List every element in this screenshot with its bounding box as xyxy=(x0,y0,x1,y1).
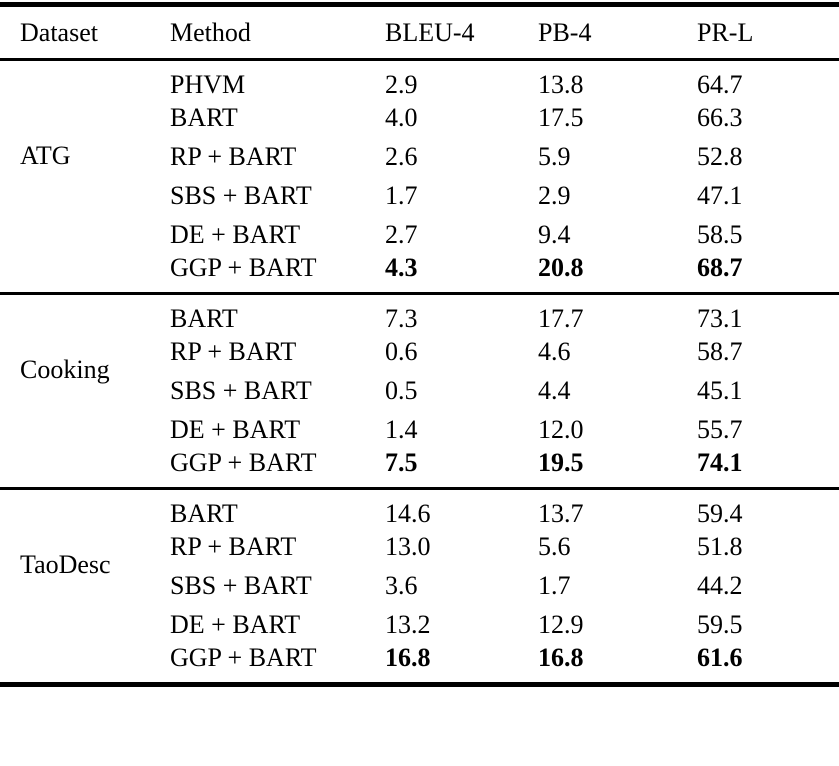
pb4-value: 1.7 xyxy=(538,571,571,600)
table-row: RP + BART 0.6 4.6 58.7 xyxy=(0,333,839,372)
dataset-group-taodesc: TaoDesc BART 14.6 13.7 59.4 RP + BART 13.0 5.6 5… xyxy=(0,489,839,685)
dataset-group-cooking: Cooking BART 7.3 17.7 73.1 RP + BART 0.6 4.6 58.… xyxy=(0,294,839,489)
table-row: GGP + BART 4.3 20.8 68.7 xyxy=(0,255,839,294)
prl-value: 45.1 xyxy=(697,376,743,405)
pb4-value: 5.9 xyxy=(538,142,571,171)
table-row: ATG PHVM 2.9 13.8 64.7 xyxy=(0,60,839,168)
table-row: DE + BART 1.4 12.0 55.7 xyxy=(0,411,839,450)
prl-value: 58.5 xyxy=(697,220,743,249)
prl-value: 51.8 xyxy=(697,532,743,561)
pb4-value: 4.6 xyxy=(538,337,571,366)
method-cell: GGP + BART xyxy=(170,449,317,477)
table-row: Cooking BART 7.3 17.7 73.1 xyxy=(0,294,839,383)
pb4-value: 13.7 xyxy=(538,499,584,528)
method-cell: GGP + BART xyxy=(170,254,317,282)
bleu4-value: 16.8 xyxy=(385,644,431,672)
pb4-value: 20.8 xyxy=(538,254,584,282)
method-cell: RP + BART xyxy=(170,337,297,366)
bleu4-value: 7.3 xyxy=(385,304,418,333)
table-header: Dataset Method BLEU-4 PB-4 PR-L xyxy=(0,5,839,60)
bleu4-value: 2.6 xyxy=(385,142,418,171)
prl-value: 73.1 xyxy=(697,304,743,333)
column-header-dataset: Dataset xyxy=(20,17,98,47)
dataset-label: TaoDesc xyxy=(20,549,111,579)
table-row: RP + BART 13.0 5.6 51.8 xyxy=(0,528,839,567)
pb4-value: 19.5 xyxy=(538,449,584,477)
pb4-value: 17.7 xyxy=(538,304,584,333)
table-row: SBS + BART 3.6 1.7 44.2 xyxy=(0,567,839,606)
column-header-prl: PR-L xyxy=(697,17,754,47)
pb4-value: 17.5 xyxy=(538,103,584,132)
prl-value: 47.1 xyxy=(697,181,743,210)
table-row: BART 4.0 17.5 66.3 xyxy=(0,99,839,138)
prl-value: 55.7 xyxy=(697,415,743,444)
prl-value: 66.3 xyxy=(697,103,743,132)
table-row: GGP + BART 7.5 19.5 74.1 xyxy=(0,450,839,489)
prl-value: 74.1 xyxy=(697,449,743,477)
method-cell: DE + BART xyxy=(170,415,301,444)
method-cell: SBS + BART xyxy=(170,571,312,600)
method-cell: DE + BART xyxy=(170,220,301,249)
bleu4-value: 13.0 xyxy=(385,532,431,561)
bleu4-value: 4.0 xyxy=(385,103,418,132)
pb4-value: 13.8 xyxy=(538,70,584,99)
column-header-pb4: PB-4 xyxy=(538,17,592,47)
pb4-value: 12.9 xyxy=(538,610,584,639)
table-row: RP + BART 2.6 5.9 52.8 xyxy=(0,138,839,177)
method-cell: BART xyxy=(170,499,238,528)
bleu4-value: 4.3 xyxy=(385,254,418,282)
method-cell: RP + BART xyxy=(170,532,297,561)
prl-value: 58.7 xyxy=(697,337,743,366)
table-row: DE + BART 13.2 12.9 59.5 xyxy=(0,606,839,645)
pb4-value: 4.4 xyxy=(538,376,571,405)
column-header-bleu4: BLEU-4 xyxy=(385,17,475,47)
table-row: SBS + BART 0.5 4.4 45.1 xyxy=(0,372,839,411)
dataset-label-cell: Cooking xyxy=(0,294,170,489)
dataset-label: ATG xyxy=(20,140,71,170)
prl-value: 64.7 xyxy=(697,70,743,99)
bleu4-value: 14.6 xyxy=(385,499,431,528)
method-cell: GGP + BART xyxy=(170,644,317,672)
table-row: TaoDesc BART 14.6 13.7 59.4 xyxy=(0,489,839,578)
pb4-value: 12.0 xyxy=(538,415,584,444)
bleu4-value: 1.4 xyxy=(385,415,418,444)
prl-value: 59.4 xyxy=(697,499,743,528)
results-table: Dataset Method BLEU-4 PB-4 PR-L ATG PHVM 2.9 13… xyxy=(0,2,839,687)
dataset-label-cell: ATG xyxy=(0,60,170,294)
bleu4-value: 13.2 xyxy=(385,610,431,639)
pb4-value: 9.4 xyxy=(538,220,571,249)
bleu4-value: 0.6 xyxy=(385,337,418,366)
pb4-value: 16.8 xyxy=(538,644,584,672)
prl-value: 61.6 xyxy=(697,644,743,672)
method-cell: BART xyxy=(170,103,238,132)
bleu4-value: 1.7 xyxy=(385,181,418,210)
method-cell: BART xyxy=(170,304,238,333)
header-row: Dataset Method BLEU-4 PB-4 PR-L xyxy=(0,5,839,60)
prl-value: 52.8 xyxy=(697,142,743,171)
table-row: GGP + BART 16.8 16.8 61.6 xyxy=(0,645,839,685)
dataset-label: Cooking xyxy=(20,355,110,384)
prl-value: 44.2 xyxy=(697,571,743,600)
table-row: SBS + BART 1.7 2.9 47.1 xyxy=(0,177,839,216)
method-cell: SBS + BART xyxy=(170,181,312,210)
method-cell: SBS + BART xyxy=(170,376,312,405)
dataset-label-cell: TaoDesc xyxy=(0,489,170,685)
table-row: DE + BART 2.7 9.4 58.5 xyxy=(0,216,839,255)
method-cell: DE + BART xyxy=(170,610,301,639)
column-header-method: Method xyxy=(170,17,251,47)
bleu4-value: 3.6 xyxy=(385,571,418,600)
dataset-group-atg: ATG PHVM 2.9 13.8 64.7 BART 4.0 17.5 66.3 RP + BA… xyxy=(0,60,839,294)
bleu4-value: 2.9 xyxy=(385,70,418,99)
method-cell: RP + BART xyxy=(170,142,297,171)
prl-value: 68.7 xyxy=(697,254,743,282)
bleu4-value: 2.7 xyxy=(385,220,418,249)
prl-value: 59.5 xyxy=(697,610,743,639)
pb4-value: 5.6 xyxy=(538,532,571,561)
bleu4-value: 7.5 xyxy=(385,449,418,477)
bleu4-value: 0.5 xyxy=(385,376,418,405)
method-cell: PHVM xyxy=(170,70,246,99)
pb4-value: 2.9 xyxy=(538,181,571,210)
